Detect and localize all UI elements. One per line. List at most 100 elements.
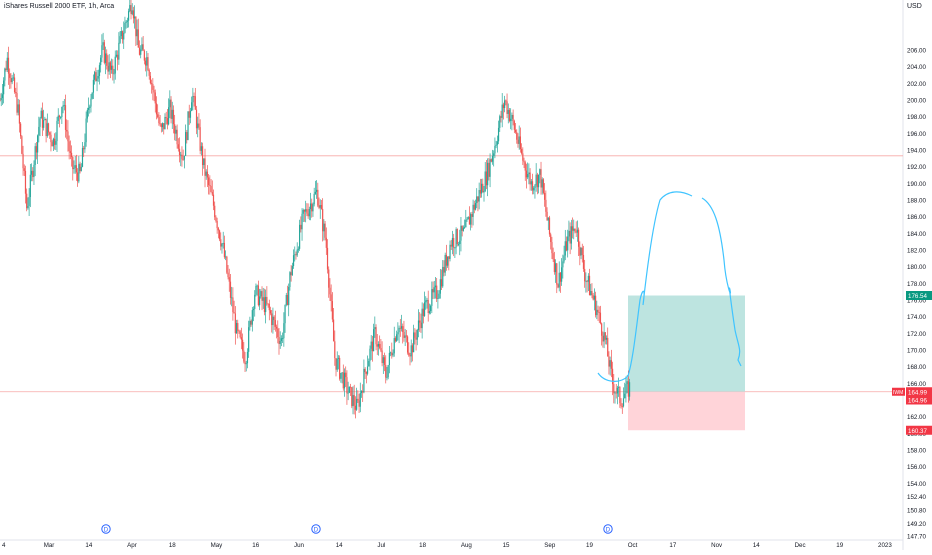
candle-body bbox=[358, 400, 360, 407]
candle-body bbox=[416, 330, 418, 340]
candle-body bbox=[159, 123, 161, 125]
candle-body bbox=[199, 127, 201, 151]
candle-body bbox=[22, 153, 24, 169]
candle-body bbox=[512, 114, 514, 122]
candle-body bbox=[188, 111, 190, 118]
x-tick-label: 16 bbox=[252, 542, 259, 549]
x-tick-label: 15 bbox=[503, 542, 510, 549]
candle-body bbox=[68, 141, 70, 152]
candle-body bbox=[282, 338, 284, 340]
candle-body bbox=[624, 393, 626, 399]
candle-body bbox=[477, 196, 479, 202]
candle-body bbox=[172, 109, 175, 125]
candle-body bbox=[256, 285, 258, 287]
candle-body bbox=[460, 225, 462, 241]
candle-body bbox=[371, 341, 374, 352]
candle-body bbox=[420, 322, 422, 329]
candle-body bbox=[166, 118, 168, 125]
candle-body bbox=[161, 123, 164, 128]
candle-body bbox=[449, 244, 451, 259]
candle-body bbox=[255, 285, 257, 295]
price-tag-label: 164.99 bbox=[908, 389, 927, 396]
candle-body bbox=[353, 395, 355, 406]
candle-body bbox=[574, 228, 576, 232]
candle-body bbox=[158, 117, 160, 124]
candle-body bbox=[163, 123, 165, 130]
candle-body bbox=[450, 244, 452, 247]
candle-body bbox=[271, 313, 273, 326]
candle-body bbox=[484, 171, 486, 192]
price-tag bbox=[906, 425, 932, 435]
candle-body bbox=[211, 191, 213, 195]
candle-body bbox=[63, 105, 65, 106]
candle-body bbox=[171, 109, 173, 119]
candle-body bbox=[409, 355, 411, 357]
candle-body bbox=[104, 53, 107, 63]
candle-body bbox=[225, 256, 227, 258]
candle-body bbox=[83, 148, 85, 150]
candle-body bbox=[459, 240, 461, 244]
candle-body bbox=[205, 171, 207, 176]
candle-body bbox=[277, 328, 279, 338]
profit-zone bbox=[628, 295, 745, 392]
candle-body bbox=[611, 368, 614, 385]
candle-body bbox=[499, 116, 501, 128]
candle-body bbox=[177, 144, 179, 149]
candle-body bbox=[596, 309, 598, 316]
candle-body bbox=[151, 83, 153, 85]
candle-body bbox=[562, 261, 564, 268]
candle-body bbox=[440, 279, 443, 287]
candle-body bbox=[29, 174, 31, 198]
candle-body bbox=[468, 216, 471, 225]
candle-body bbox=[373, 329, 375, 352]
candle-body bbox=[27, 206, 29, 209]
candle-body bbox=[494, 145, 496, 154]
candle-body bbox=[152, 84, 154, 90]
candle-body bbox=[250, 320, 252, 325]
candle-body bbox=[474, 203, 477, 210]
candle-body bbox=[381, 350, 383, 364]
candle-body bbox=[80, 166, 82, 172]
y-tick-label: 190.00 bbox=[907, 181, 926, 188]
candle-body bbox=[428, 311, 431, 313]
price-tag-label: 160.37 bbox=[908, 428, 927, 435]
y-tick-label: 194.00 bbox=[907, 148, 926, 155]
y-tick-label: 150.80 bbox=[907, 508, 926, 515]
candle-body bbox=[558, 272, 560, 288]
candle-body bbox=[536, 174, 538, 188]
candle-body bbox=[192, 96, 194, 103]
candle-body bbox=[571, 226, 574, 231]
candle-body bbox=[434, 285, 437, 288]
candle-body bbox=[537, 174, 540, 188]
candle-body bbox=[302, 209, 304, 214]
candle-body bbox=[38, 126, 40, 136]
candle-body bbox=[324, 223, 326, 238]
y-tick-label: 176.00 bbox=[907, 298, 926, 305]
candle-body bbox=[7, 57, 10, 74]
candle-body bbox=[201, 146, 204, 166]
candle-body bbox=[126, 20, 128, 22]
candle-body bbox=[66, 129, 68, 132]
candle-body bbox=[307, 213, 309, 217]
candle-body bbox=[603, 332, 605, 342]
candle-body bbox=[581, 247, 583, 255]
candle-body bbox=[410, 345, 412, 357]
candle-body bbox=[385, 364, 387, 378]
candle-body bbox=[535, 174, 537, 186]
candle-body bbox=[490, 159, 492, 162]
candle-body bbox=[56, 120, 58, 142]
candle-body bbox=[404, 335, 406, 338]
candle-body bbox=[375, 327, 377, 345]
x-tick-label: 14 bbox=[85, 542, 92, 549]
candle-body bbox=[392, 353, 394, 356]
candle-body bbox=[331, 301, 333, 320]
candle-body bbox=[340, 373, 342, 379]
candle-body bbox=[628, 382, 631, 397]
candle-body bbox=[98, 65, 101, 76]
candle-body bbox=[448, 256, 450, 259]
candle-body bbox=[299, 224, 301, 249]
candle-body bbox=[552, 253, 554, 260]
candle-body bbox=[607, 337, 609, 357]
